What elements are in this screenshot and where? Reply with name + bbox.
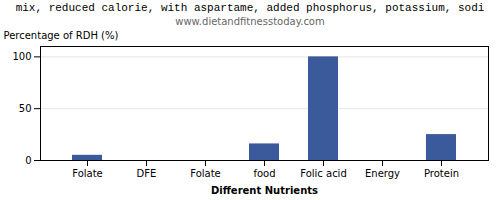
svg-text:Different Nutrients: Different Nutrients <box>211 185 318 196</box>
svg-text:DFE: DFE <box>137 168 157 179</box>
svg-text:Energy: Energy <box>365 168 400 179</box>
svg-text:Folic acid: Folic acid <box>300 168 347 179</box>
svg-text:100: 100 <box>12 51 31 62</box>
svg-text:0: 0 <box>25 155 31 166</box>
html-text:www.dietandfitnesstoday.com: www.dietandfitnesstoday.com <box>175 16 325 27</box>
html-text:mix, reduced calorie, with asp: mix, reduced calorie, with aspartame, ad… <box>15 2 485 14</box>
svg-text:50: 50 <box>19 103 32 114</box>
svg-text:Folate: Folate <box>190 168 221 179</box>
svg-text:Percentage of RDH (%): Percentage of RDH (%) <box>4 30 119 41</box>
svg-text:food: food <box>253 168 275 179</box>
svg-text:Protein: Protein <box>424 168 459 179</box>
svg-text:Folate: Folate <box>72 168 103 179</box>
